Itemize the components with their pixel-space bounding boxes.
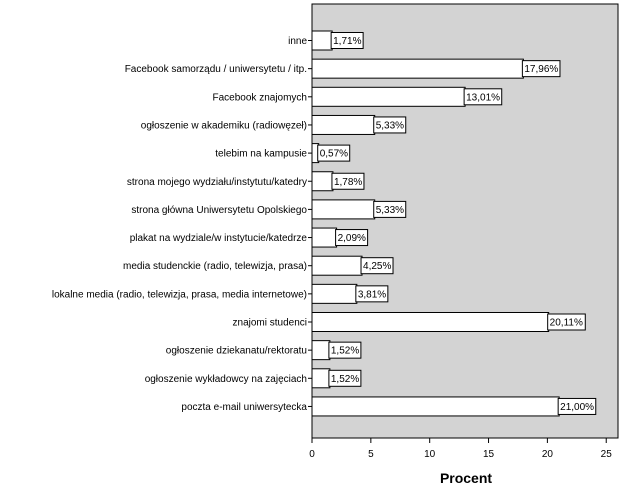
- category-label: telebim na kampusie: [215, 149, 307, 160]
- data-label-box: [328, 369, 362, 387]
- bar: [311, 227, 338, 248]
- bar: [311, 255, 363, 276]
- category-label: Facebook znajomych: [213, 92, 308, 103]
- category-label: inne: [288, 36, 307, 47]
- data-label: 5,33%: [376, 205, 404, 216]
- data-label-box: [373, 200, 407, 218]
- data-label: 1,52%: [331, 346, 359, 357]
- data-label: 1,52%: [331, 374, 359, 385]
- category-label: znajomi studenci: [233, 318, 307, 329]
- x-tick-label: 5: [368, 449, 374, 460]
- data-label-box: [328, 341, 362, 359]
- bar: [311, 58, 524, 79]
- bar: [311, 114, 376, 135]
- bar: [311, 396, 560, 417]
- category-label: plakat na wydziale/w instytucie/katedrze: [130, 233, 308, 244]
- data-label: 17,96%: [524, 64, 558, 75]
- bar: [311, 368, 331, 389]
- data-label-box: [331, 172, 365, 190]
- data-label: 21,00%: [560, 402, 594, 413]
- bar: [311, 171, 334, 192]
- category-label: ogłoszenie dziekanatu/rektoratu: [166, 346, 307, 357]
- data-label: 4,25%: [363, 261, 391, 272]
- category-label: media studenckie (radio, telewizja, pras…: [123, 261, 307, 272]
- data-label: 1,78%: [334, 177, 362, 188]
- category-label: lokalne media (radio, telewizja, prasa, …: [52, 289, 307, 300]
- x-axis-title: Procent: [440, 470, 492, 486]
- data-label: 0,57%: [320, 149, 348, 160]
- data-label-box: [317, 144, 351, 162]
- x-tick-label: 15: [483, 449, 495, 460]
- data-label-box: [373, 116, 407, 134]
- x-tick-label: 10: [424, 449, 436, 460]
- bar: [311, 312, 550, 332]
- category-label: strona mojego wydziału/instytutu/katedry: [127, 177, 307, 188]
- bar: [311, 199, 376, 220]
- data-label-box: [463, 88, 503, 106]
- data-label-box: [547, 313, 586, 331]
- data-label: 1,71%: [333, 36, 361, 47]
- data-label-box: [330, 32, 364, 49]
- category-label: Facebook samorządu / uniwersytetu / itp.: [125, 64, 307, 75]
- bar: [311, 340, 331, 361]
- data-label: 20,11%: [550, 318, 583, 329]
- bar: [311, 86, 466, 107]
- bar: [311, 30, 333, 51]
- category-labels: inne Facebook samorządu / uniwersytetu / …: [52, 36, 312, 413]
- data-label-box: [335, 229, 369, 247]
- data-label-box: [557, 397, 597, 415]
- x-tick-label: 25: [601, 449, 613, 460]
- bar: [311, 283, 358, 304]
- x-axis: 0 5 10 15 20 25: [309, 438, 612, 460]
- category-label: strona główna Uniwersytetu Opolskiego: [131, 205, 307, 216]
- data-label-box: [521, 60, 561, 78]
- category-label: ogłoszenie wykładowcy na zajęciach: [145, 374, 307, 385]
- x-tick-label: 20: [542, 449, 554, 460]
- category-label: ogłoszenie w akademiku (radiowęzeł): [141, 120, 307, 131]
- data-label: 5,33%: [376, 120, 404, 131]
- data-label-box: [360, 257, 394, 275]
- data-label: 2,09%: [338, 233, 366, 244]
- data-label: 3,81%: [358, 289, 386, 300]
- category-label: poczta e-mail uniwersytecka: [181, 402, 307, 413]
- data-label: 13,01%: [466, 92, 500, 103]
- x-tick-label: 0: [309, 449, 315, 460]
- data-label-box: [355, 285, 389, 303]
